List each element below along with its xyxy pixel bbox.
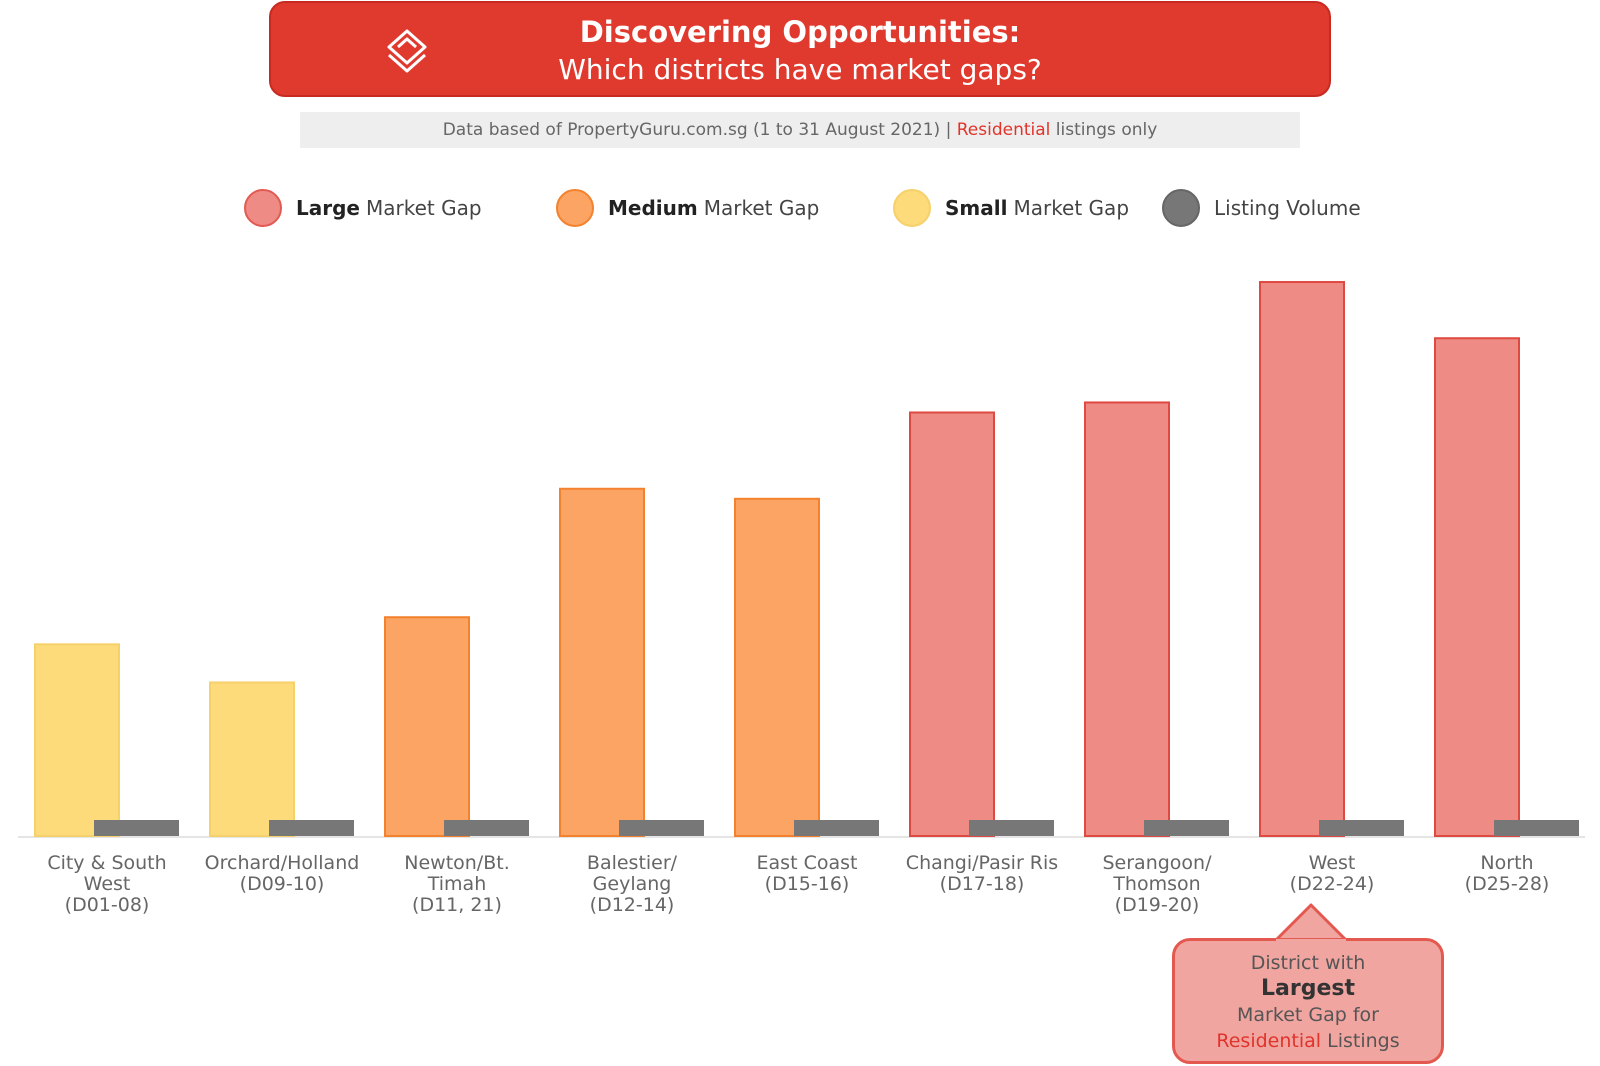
- source-highlight: Residential: [956, 120, 1051, 140]
- bar-listing-volume: [794, 820, 879, 836]
- callout-line1: District with: [1250, 952, 1366, 974]
- bar-listing-volume: [94, 820, 179, 836]
- legend-swatch-small: [893, 189, 931, 227]
- bar-market-gap: [209, 681, 295, 837]
- x-tick-label: West: [84, 873, 131, 895]
- x-tick-label: (D17-18): [940, 873, 1025, 895]
- bar-market-gap: [734, 497, 820, 837]
- bar-listing-volume: [1144, 820, 1229, 836]
- legend-medium-label: Market Gap: [703, 196, 820, 220]
- data-source-note: Data based of PropertyGuru.com.sg (1 to …: [300, 112, 1300, 148]
- largest-gap-callout: District with Largest Market Gap for Res…: [1172, 938, 1444, 1064]
- header-banner: Discovering Opportunities: Which distric…: [269, 1, 1331, 97]
- legend-small-label: Market Gap: [1013, 196, 1130, 220]
- callout-line4: Residential Listings: [1175, 1028, 1441, 1054]
- legend-medium: Medium Market Gap: [556, 186, 819, 230]
- x-tick-label: Orchard/Holland: [205, 852, 360, 874]
- x-tick-label: City & South: [47, 852, 166, 874]
- propertyguru-logo-icon: [387, 29, 427, 73]
- bar-market-gap: [1084, 401, 1170, 837]
- x-tick-label: North: [1480, 852, 1533, 874]
- bar-market-gap: [909, 411, 995, 837]
- callout-suffix: Listings: [1327, 1030, 1400, 1052]
- x-tick-label: (D01-08): [65, 894, 150, 916]
- x-tick-label: Newton/Bt.: [404, 852, 509, 874]
- x-tick-label: Timah: [427, 873, 487, 895]
- x-tick-label: (D19-20): [1115, 894, 1200, 916]
- x-tick-label: (D12-14): [590, 894, 675, 916]
- bar-listing-volume: [619, 820, 704, 836]
- x-tick-label: (D11, 21): [412, 894, 502, 916]
- x-tick-label: Geylang: [593, 873, 672, 895]
- bar-market-gap: [559, 487, 645, 837]
- legend-large-label: Market Gap: [365, 196, 482, 220]
- bar-listing-volume: [269, 820, 354, 836]
- legend-large-bold: Large: [296, 196, 360, 220]
- bar-listing-volume: [1494, 820, 1579, 836]
- legend-small-bold: Small: [945, 196, 1008, 220]
- legend-large: Large Market Gap: [244, 186, 482, 230]
- title-bold: Discovering Opportunities:: [579, 15, 1021, 49]
- bar-market-gap: [34, 643, 120, 838]
- legend-small: Small Market Gap: [893, 186, 1129, 230]
- x-tick-label: Changi/Pasir Ris: [906, 852, 1058, 874]
- x-tick-label: East Coast: [757, 852, 858, 874]
- x-tick-label: (D15-16): [765, 873, 850, 895]
- legend-medium-bold: Medium: [608, 196, 698, 220]
- legend-volume-label: Listing Volume: [1214, 196, 1361, 220]
- bar-market-gap: [384, 616, 470, 837]
- callout-bold: Largest: [1261, 976, 1355, 1001]
- bar-listing-volume: [444, 820, 529, 836]
- callout-line3: Market Gap for: [1237, 1004, 1379, 1026]
- legend-swatch-large: [244, 189, 282, 227]
- legend-volume: Listing Volume: [1162, 186, 1361, 230]
- x-tick-label: Balestier/: [587, 852, 678, 874]
- legend-swatch-volume: [1162, 189, 1200, 227]
- bar-listing-volume: [1319, 820, 1404, 836]
- source-prefix: Data based of PropertyGuru.com.sg (1 to …: [442, 120, 952, 140]
- x-tick-label: Thomson: [1112, 873, 1200, 895]
- source-suffix: listings only: [1055, 120, 1158, 140]
- callout-highlight: Residential: [1216, 1030, 1322, 1052]
- title-subtitle: Which districts have market gaps?: [558, 53, 1042, 86]
- bar-market-gap: [1259, 281, 1345, 837]
- bar-market-gap: [1434, 337, 1520, 837]
- x-tick-label: West: [1309, 852, 1356, 874]
- bar-listing-volume: [969, 820, 1054, 836]
- x-tick-label: (D25-28): [1465, 873, 1550, 895]
- legend-swatch-medium: [556, 189, 594, 227]
- x-tick-label: (D22-24): [1290, 873, 1375, 895]
- x-tick-label: Serangoon/: [1103, 852, 1213, 874]
- x-tick-label: (D09-10): [240, 873, 325, 895]
